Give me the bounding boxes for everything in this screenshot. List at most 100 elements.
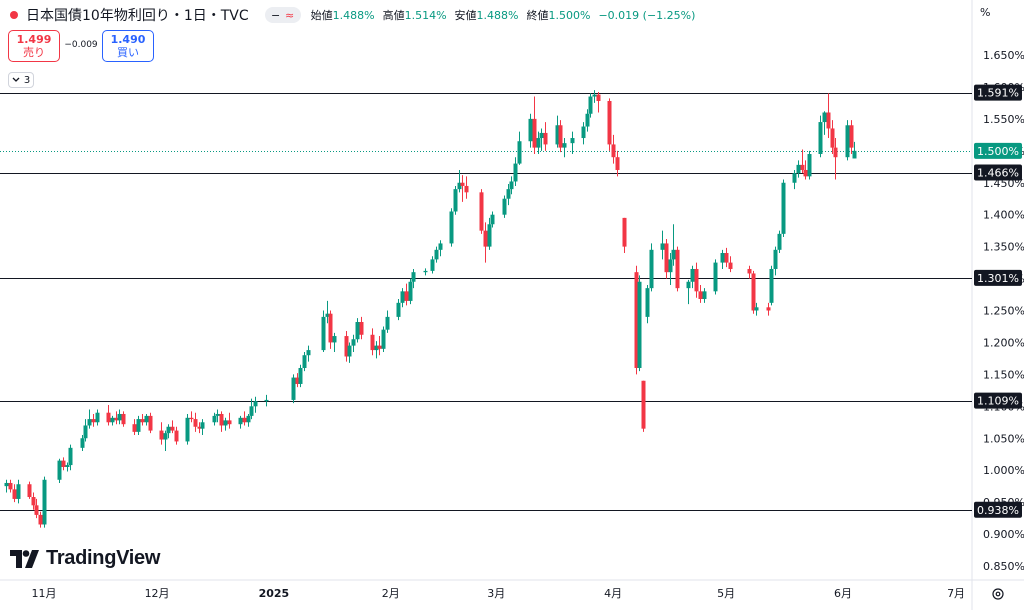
candle-body[interactable] [818, 122, 823, 155]
candle-body[interactable] [724, 253, 729, 263]
candle-body[interactable] [570, 138, 575, 144]
candle-body[interactable] [132, 424, 137, 432]
candle-body[interactable] [302, 355, 307, 368]
candle-body[interactable] [212, 415, 217, 423]
candle-body[interactable] [321, 316, 326, 351]
candle-body[interactable] [558, 125, 563, 148]
candle-body[interactable] [796, 164, 801, 174]
candle-body[interactable] [852, 150, 857, 159]
candle-body[interactable] [581, 126, 586, 139]
candle-body[interactable] [539, 132, 544, 139]
candle-body[interactable] [622, 217, 627, 247]
candle-body[interactable] [728, 262, 733, 269]
candle-body[interactable] [506, 189, 511, 199]
candle-body[interactable] [668, 259, 673, 273]
candle-body[interactable] [12, 489, 17, 499]
candle-body[interactable] [246, 415, 251, 423]
candle-body[interactable] [479, 192, 484, 231]
candle-body[interactable] [453, 189, 458, 212]
candle-body[interactable] [686, 281, 691, 289]
candle-body[interactable] [487, 224, 492, 247]
candle-body[interactable] [306, 350, 311, 356]
minus-icon[interactable]: − [271, 8, 281, 22]
candle-body[interactable] [698, 291, 703, 300]
candle-body[interactable] [830, 128, 835, 148]
candle-body[interactable] [509, 181, 514, 190]
candle-body[interactable] [596, 94, 601, 101]
candle-body[interactable] [121, 413, 126, 425]
indicators-collapse-button[interactable]: 3 [8, 72, 34, 88]
candle-body[interactable] [295, 377, 300, 384]
candle-body[interactable] [807, 154, 812, 177]
candle-body[interactable] [449, 211, 454, 244]
candle-body[interactable] [649, 249, 654, 289]
candle-body[interactable] [140, 419, 145, 423]
candle-body[interactable] [80, 438, 85, 448]
candle-body[interactable] [423, 270, 428, 273]
candle-body[interactable] [16, 484, 21, 499]
sell-button[interactable]: 1.499 売り [8, 30, 60, 62]
candle-body[interactable] [355, 321, 360, 340]
candle-body[interactable] [200, 422, 205, 429]
candle-body[interactable] [826, 112, 831, 129]
candle-body[interactable] [166, 426, 171, 434]
candle-body[interactable] [777, 233, 782, 250]
candle-body[interactable] [227, 420, 232, 425]
candle-body[interactable] [400, 291, 405, 303]
candle-body[interactable] [585, 113, 590, 127]
candle-body[interactable] [377, 345, 382, 349]
candle-body[interactable] [27, 484, 32, 498]
candle-body[interactable] [536, 138, 541, 148]
candle-body[interactable] [249, 406, 254, 416]
candle-body[interactable] [747, 268, 752, 274]
candle-body[interactable] [42, 479, 47, 525]
candle-body[interactable] [117, 413, 122, 421]
candle-body[interactable] [460, 182, 465, 186]
candle-body[interactable] [751, 273, 756, 311]
candle-body[interactable] [163, 433, 168, 440]
candle-body[interactable] [242, 417, 247, 423]
candle-body[interactable] [83, 425, 88, 439]
candle-body[interactable] [490, 214, 495, 225]
candle-body[interactable] [223, 420, 228, 426]
candle-body[interactable] [347, 345, 352, 357]
candle-body[interactable] [607, 100, 612, 145]
candle-body[interactable] [430, 259, 435, 271]
candle-body[interactable] [351, 339, 356, 346]
candle-body[interactable] [434, 249, 439, 260]
candle-body[interactable] [374, 345, 379, 351]
candle-body[interactable] [215, 413, 220, 416]
candle-body[interactable] [106, 412, 111, 423]
candle-body[interactable] [110, 417, 115, 423]
candle-body[interactable] [370, 334, 375, 351]
candle-body[interactable] [720, 253, 725, 263]
candle-body[interactable] [253, 401, 258, 407]
candle-body[interactable] [781, 182, 786, 234]
candle-body[interactable] [238, 417, 243, 425]
candle-body[interactable] [144, 415, 149, 423]
candle-body[interactable] [769, 268, 774, 303]
candle-body[interactable] [381, 329, 386, 349]
candle-body[interactable] [457, 182, 462, 190]
candle-body[interactable] [31, 497, 36, 506]
candle-body[interactable] [159, 430, 164, 440]
wave-icon[interactable]: ≈ [285, 8, 295, 22]
candle-body[interactable] [766, 307, 771, 311]
candle-body[interactable] [8, 482, 13, 490]
candle-body[interactable] [532, 118, 537, 148]
candle-body[interactable] [660, 243, 665, 250]
candle-body[interactable] [57, 460, 62, 480]
candle-body[interactable] [325, 313, 330, 317]
candle-body[interactable] [185, 417, 190, 442]
candle-body[interactable] [65, 465, 70, 467]
candle-body[interactable] [803, 169, 808, 177]
candle-body[interactable] [38, 514, 43, 525]
candle-body[interactable] [694, 268, 699, 292]
candle-body[interactable] [264, 399, 269, 402]
candle-body[interactable] [344, 336, 349, 357]
candle-body[interactable] [502, 198, 507, 215]
candle-body[interactable] [438, 243, 443, 250]
candle-body[interactable] [464, 185, 469, 193]
candle-body[interactable] [189, 417, 194, 420]
